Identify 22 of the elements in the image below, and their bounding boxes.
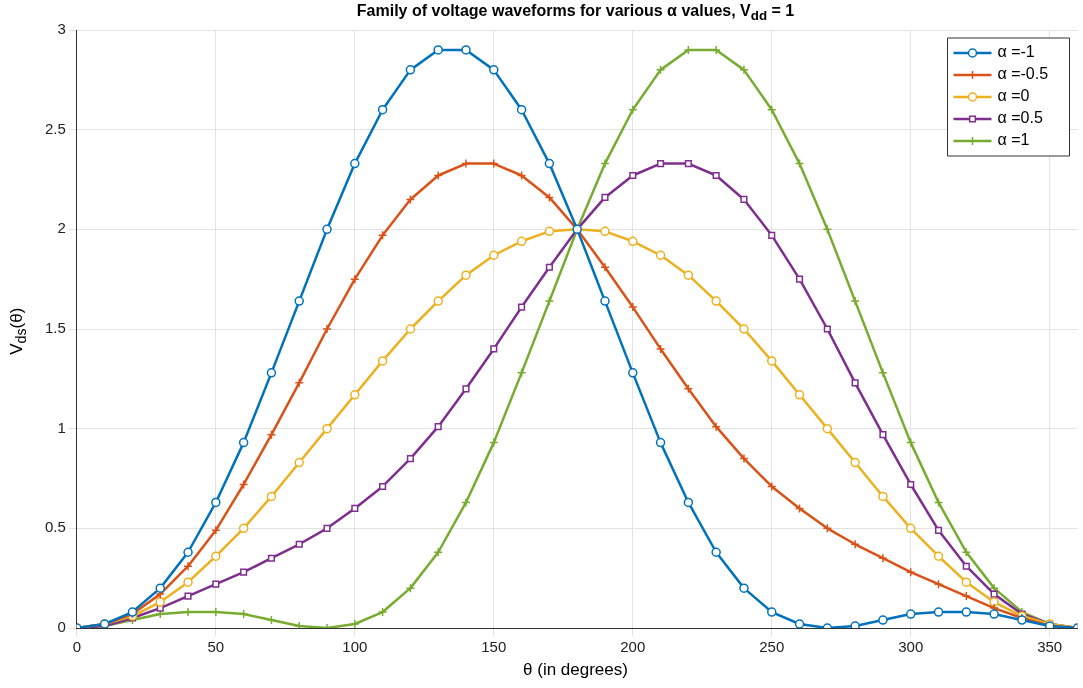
y-tick-label: 3	[57, 20, 66, 38]
legend-label: α =1	[997, 131, 1030, 149]
x-tick-label: 100	[342, 638, 368, 656]
legend-label: α =-0.5	[997, 65, 1049, 83]
x-tick-label: 150	[481, 638, 507, 656]
y-tick-label: 2	[57, 219, 66, 237]
x-tick-label: 0	[72, 638, 82, 656]
y-tick-label: 1.5	[44, 319, 66, 337]
x-tick-label: 300	[898, 638, 924, 656]
legend-label: α =-1	[997, 43, 1035, 61]
y-tick-label: 2.5	[44, 119, 66, 137]
legend-label: α =0	[997, 87, 1030, 105]
y-tick-label: 1	[57, 418, 66, 436]
x-axis-title: θ (in degrees)	[522, 660, 629, 680]
y-tick-label: 0	[57, 618, 66, 636]
x-tick-label: 50	[207, 638, 225, 656]
x-tick-label: 250	[759, 638, 785, 656]
x-tick-label: 200	[620, 638, 646, 656]
y-tick-label: 0.5	[44, 518, 66, 536]
x-tick-label: 350	[1037, 638, 1063, 656]
legend-label: α =0.5	[997, 109, 1043, 127]
chart-title: Family of voltage waveforms for various α values, V$_{dd}$ = 1	[355, 2, 796, 24]
